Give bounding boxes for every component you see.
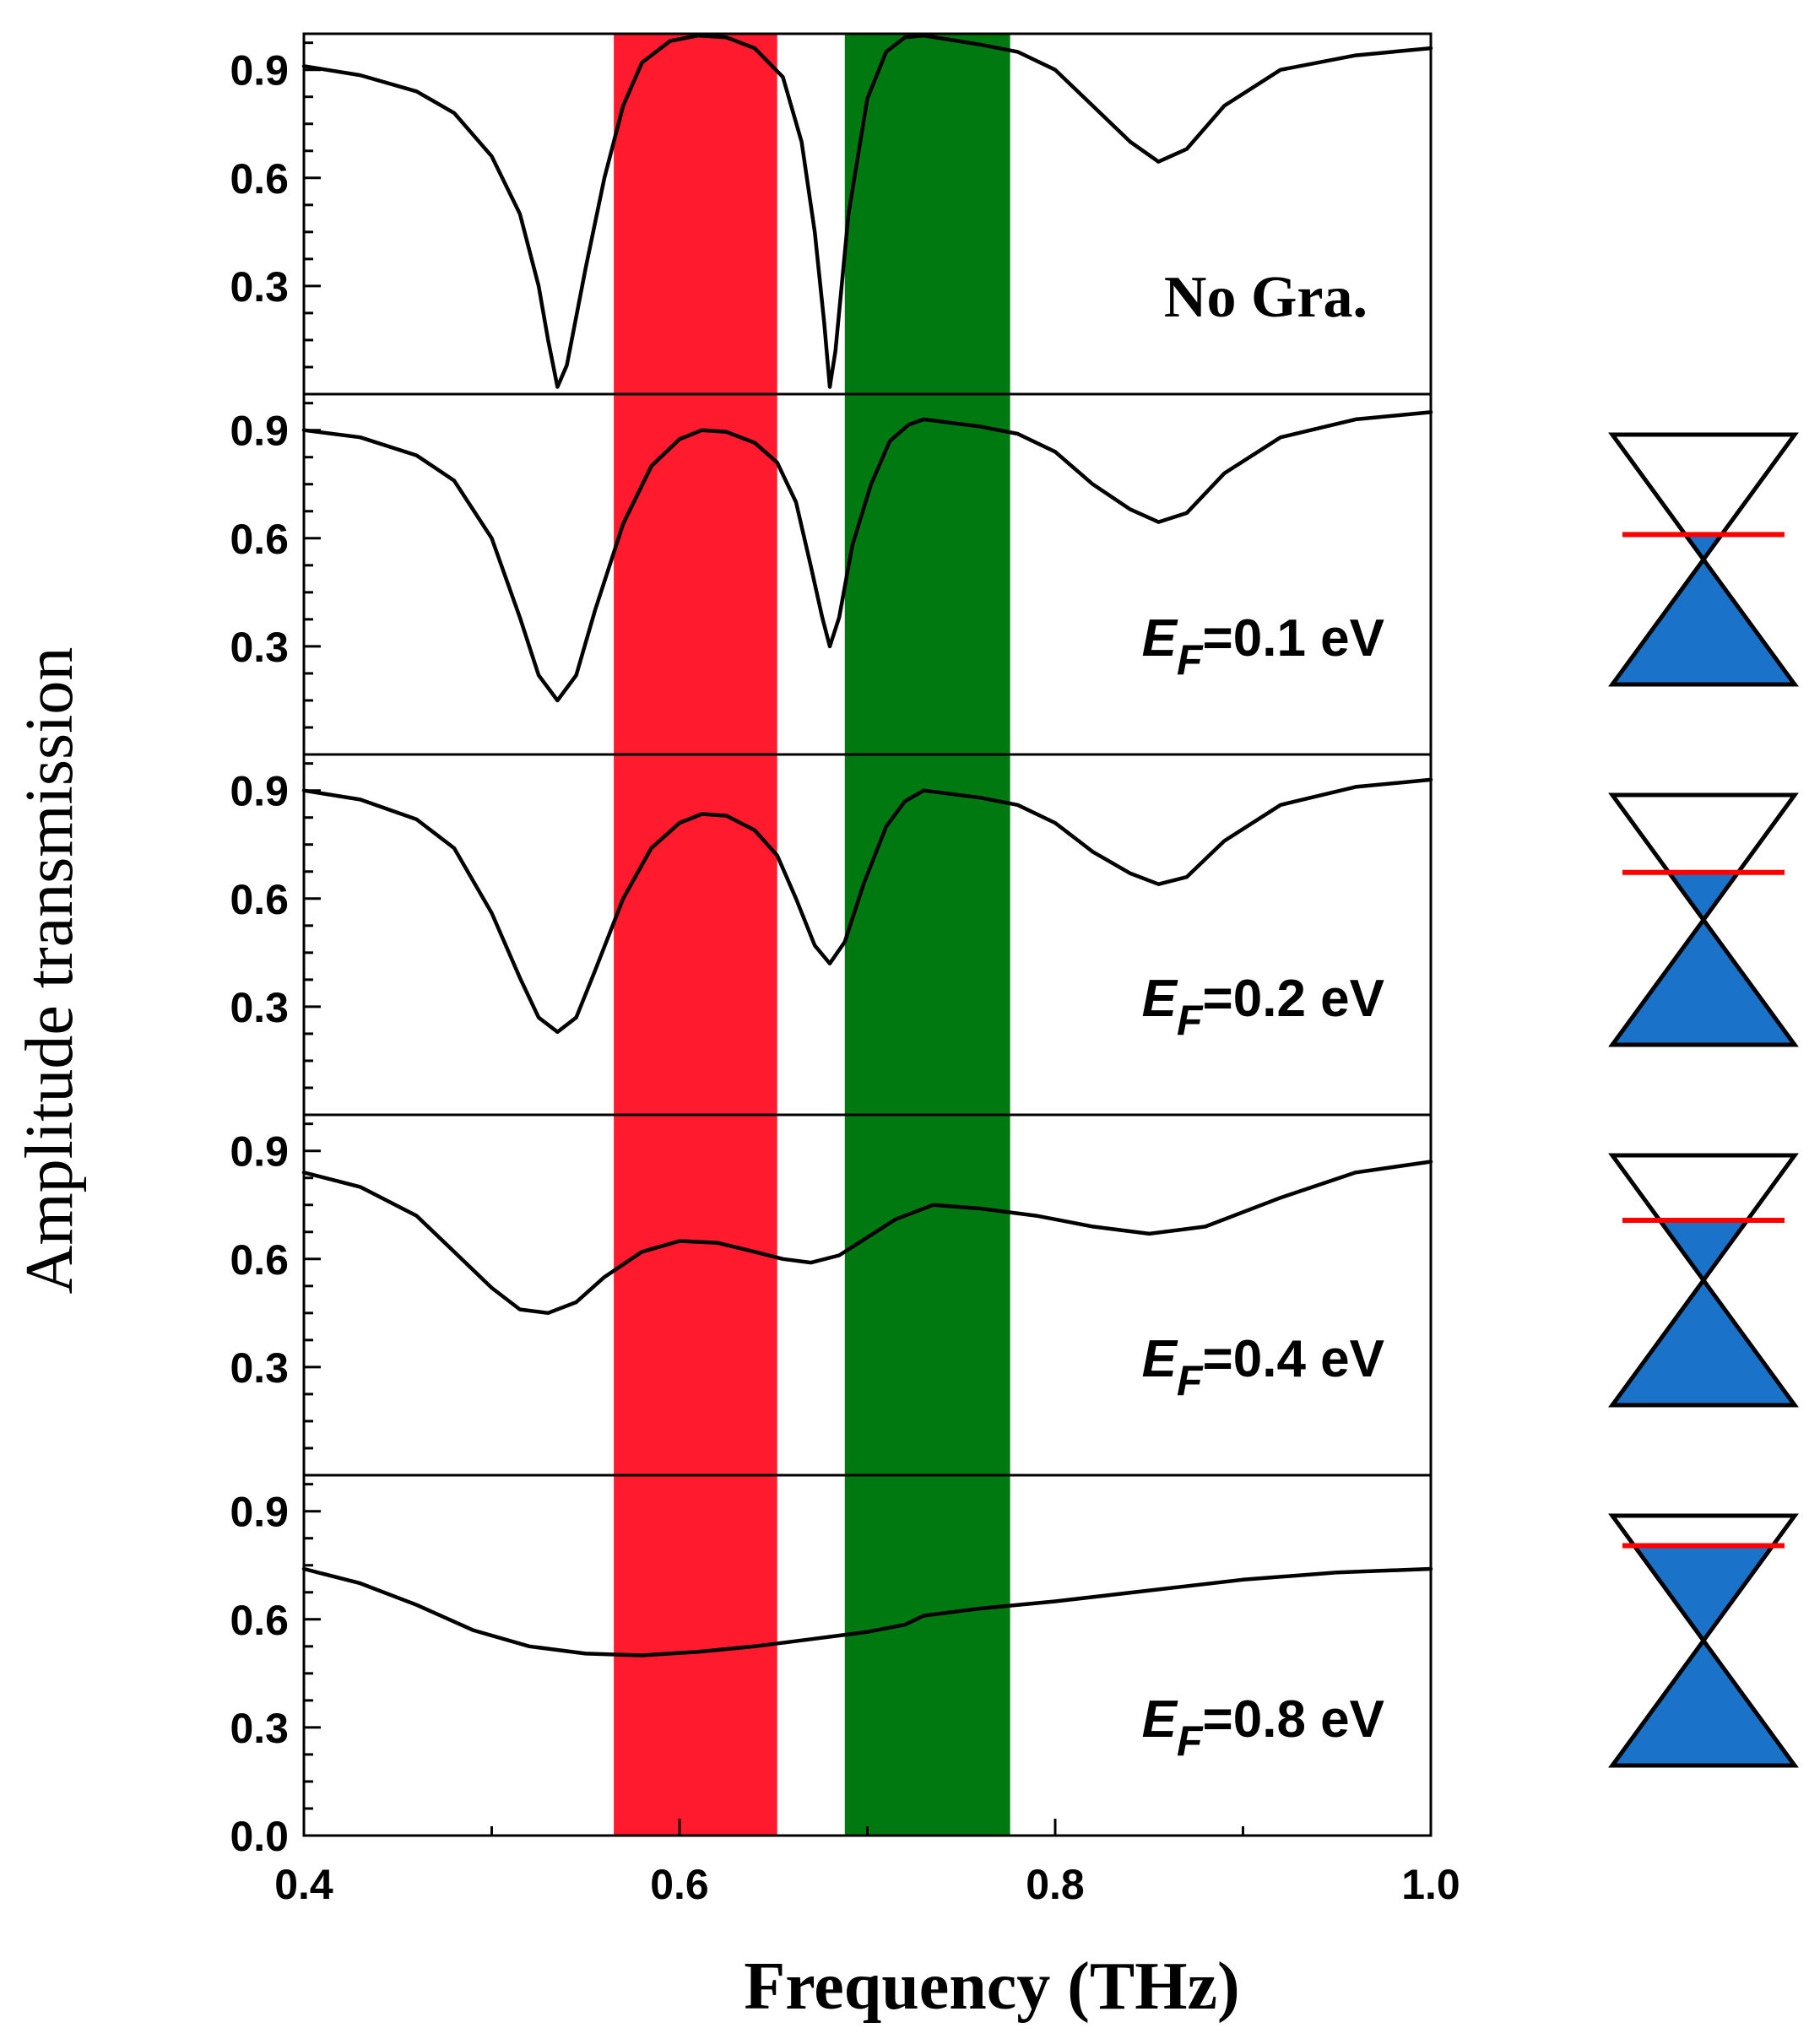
- panel-label: EF=0.8 eV: [1142, 1690, 1384, 1765]
- conduction-band-fill: [1633, 1545, 1774, 1641]
- upper-cone-outline: [1608, 432, 1799, 564]
- y-tick-label: 0.3: [230, 263, 289, 311]
- y-tick-label: 0.9: [230, 408, 289, 455]
- panel-label: EF=0.1 eV: [1142, 609, 1384, 684]
- x-tick-label: 1.0: [1401, 1861, 1460, 1908]
- x-tick-label: 0.4: [274, 1861, 333, 1908]
- transmission-curve: [301, 33, 1433, 389]
- red-band: [614, 34, 777, 1836]
- y-axis-title: Amplitude transmission: [13, 647, 87, 1295]
- panel-label: No Gra.: [1164, 265, 1368, 330]
- conduction-band-fill: [1668, 872, 1739, 920]
- y-tick-label: 0.3: [230, 984, 289, 1031]
- lower-cone-outline: [1608, 1276, 1799, 1408]
- lower-cone-outline: [1608, 1636, 1799, 1768]
- lower-cone-outline: [1608, 916, 1799, 1047]
- upper-cone-outline: [1608, 1513, 1799, 1645]
- panel-4: 0.3 0.6 0.9 EF=0.4 eV: [230, 1113, 1433, 1477]
- y-tick-label: 0.3: [230, 624, 289, 671]
- transmission-curve: [301, 1566, 1433, 1657]
- y-tick-label: 0.3: [230, 1344, 289, 1392]
- green-band: [844, 34, 1010, 1836]
- valence-band-fill: [1612, 1280, 1795, 1405]
- x-axis-title: Frequency (THz): [744, 1949, 1239, 2024]
- conduction-band-fill: [1660, 1219, 1747, 1280]
- y-tick-label: 0.6: [230, 155, 289, 203]
- transmission-curve: [301, 410, 1433, 703]
- upper-cone-outline: [1608, 792, 1799, 924]
- y-tick-label: 0.6: [230, 1597, 289, 1644]
- panel-3: 0.3 0.6 0.9 EF=0.2 eV: [230, 753, 1433, 1117]
- x-tick-label: 0.8: [1026, 1861, 1085, 1908]
- x-axis: 0.4 0.6 0.8 1.0: [274, 1819, 1460, 1908]
- dirac-cone-diagrams: [1608, 432, 1799, 1768]
- panels: 0.3 0.6 0.9 No Gra. 0.3 0.6 0.9 EF=0.1 eV 0.3 0.6…: [230, 32, 1433, 1860]
- transmission-curve: [301, 1160, 1433, 1316]
- panel-label: EF=0.4 eV: [1142, 1330, 1384, 1404]
- dirac-cone-2: [1608, 792, 1799, 1047]
- dirac-cone-1: [1608, 432, 1799, 687]
- y-tick-label: 0.6: [230, 1236, 289, 1284]
- frequency-bands: [614, 34, 1010, 1836]
- y-tick-label: 0.9: [230, 47, 289, 95]
- panel-5: 0.0 0.3 0.6 0.9 EF=0.8 eV: [230, 1474, 1433, 1860]
- dirac-cone-4: [1608, 1513, 1799, 1768]
- conduction-band-fill: [1685, 534, 1722, 560]
- y-tick-label: 0.6: [230, 516, 289, 563]
- y-tick-label: 0.9: [230, 1489, 289, 1536]
- y-tick-label: 0.6: [230, 876, 289, 923]
- panel-1: 0.3 0.6 0.9 No Gra.: [230, 32, 1433, 396]
- y-tick-label: 0.0: [230, 1813, 289, 1860]
- lower-cone-outline: [1608, 555, 1799, 687]
- y-tick-label: 0.9: [230, 1128, 289, 1176]
- panel-label: EF=0.2 eV: [1142, 970, 1384, 1044]
- valence-band-fill: [1612, 1641, 1795, 1766]
- valence-band-fill: [1612, 560, 1795, 684]
- dirac-cone-3: [1608, 1153, 1799, 1408]
- y-tick-label: 0.9: [230, 768, 289, 815]
- panel-2: 0.3 0.6 0.9 EF=0.1 eV: [230, 392, 1433, 756]
- y-tick-label: 0.3: [230, 1705, 289, 1752]
- x-tick-label: 0.6: [650, 1861, 709, 1908]
- transmission-curve: [301, 777, 1433, 1035]
- valence-band-fill: [1612, 920, 1795, 1045]
